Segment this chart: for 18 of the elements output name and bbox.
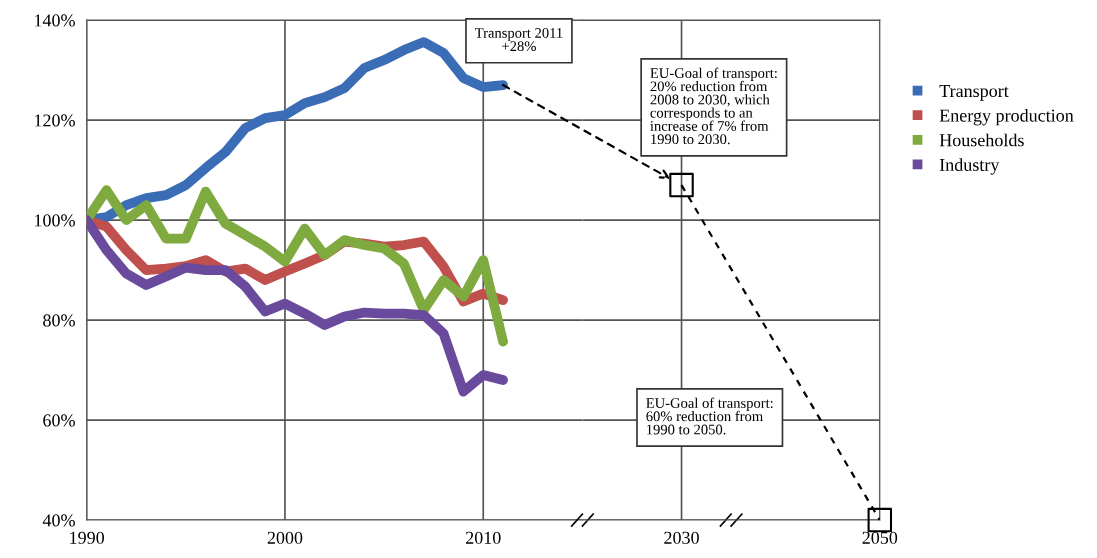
y-tick-label: 80% [43, 314, 75, 327]
legend-label: Households [939, 133, 1024, 147]
legend-label: Transport [939, 85, 1009, 101]
annotation: EU-Goal of transport: 60% reduction from 1990 to 2050. [646, 397, 773, 435]
legend-label: Energy production [939, 108, 1074, 126]
x-tick-label: 2030 [664, 531, 699, 544]
y-tick-label: 100% [35, 214, 75, 227]
x-tick-label: 2010 [465, 531, 501, 544]
y-tick-label: 120% [35, 114, 75, 127]
x-tick-label: 1990 [70, 531, 105, 544]
y-tick-label: 60% [43, 414, 75, 427]
y-tick-label: 40% [42, 514, 75, 527]
x-tick-label: 2000 [267, 531, 303, 544]
legend-label: Industry [939, 158, 1000, 175]
annotation: EU-Goal of transport: 20% reduction from 2008 to 2030, which corresponds to an increase of 7% from 1990 to 2030. [650, 67, 777, 145]
x-tick-label: 2050 [862, 531, 898, 544]
y-tick-label: 140% [35, 14, 75, 27]
annotation: Transport 2011 +28% [474, 28, 563, 52]
